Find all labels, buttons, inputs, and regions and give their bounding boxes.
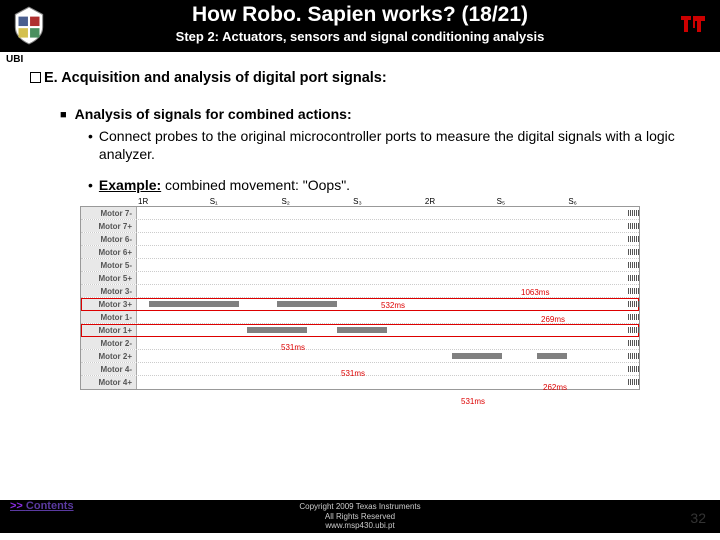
- motor-label: Motor 1-: [81, 311, 137, 323]
- bullet-example: • Example: combined movement: "Oops".: [88, 177, 690, 193]
- tick-marks: [628, 301, 639, 307]
- motor-row: Motor 6-: [81, 233, 639, 246]
- dot-bullet-icon: •: [88, 177, 93, 193]
- tick-marks: [628, 327, 639, 333]
- motor-label: Motor 4+: [81, 376, 137, 389]
- motor-label: Motor 4-: [81, 363, 137, 375]
- signal-track: [137, 246, 639, 258]
- motor-label: Motor 3-: [81, 285, 137, 297]
- chevron-right-icon: >>: [10, 500, 26, 512]
- signal-track: [137, 363, 639, 375]
- signal-track: [137, 233, 639, 245]
- motor-row: Motor 3-: [81, 285, 639, 298]
- tick-marks: [628, 275, 639, 281]
- time-label: 531ms: [341, 369, 365, 378]
- signal-pulse: [337, 327, 387, 333]
- motor-label: Motor 3+: [81, 298, 137, 310]
- tick-marks: [628, 236, 639, 242]
- tick-marks: [628, 366, 639, 372]
- motor-label: Motor 2+: [81, 350, 137, 362]
- motor-row: Motor 5-: [81, 259, 639, 272]
- motor-label: Motor 6-: [81, 233, 137, 245]
- motor-row: Motor 2+: [81, 350, 639, 363]
- motor-label: Motor 7+: [81, 220, 137, 232]
- tick-marks: [628, 314, 639, 320]
- motor-label: Motor 7-: [81, 207, 137, 219]
- signal-pulse: [537, 353, 567, 359]
- signal-track: [137, 285, 639, 297]
- slide-footer: >> Contents Copyright 2009 Texas Instrum…: [0, 500, 720, 540]
- copyright-block: Copyright 2009 Texas Instruments All Rig…: [0, 500, 720, 533]
- timing-rows: 1063ms532ms269ms531ms531ms531ms262ms Mot…: [80, 206, 640, 390]
- time-label: 269ms: [541, 315, 565, 324]
- tick-marks: [628, 288, 639, 294]
- tick-marks: [628, 262, 639, 268]
- tick-marks: [628, 353, 639, 359]
- contents-link[interactable]: >> Contents: [10, 500, 74, 512]
- ubi-label: UBI: [6, 54, 23, 65]
- signal-track: [137, 324, 639, 336]
- time-label: 531ms: [461, 397, 485, 406]
- time-label: 531ms: [281, 343, 305, 352]
- tick-marks: [628, 249, 639, 255]
- motor-row: Motor 5+: [81, 272, 639, 285]
- slide-header: How Robo. Sapien works? (18/21) Step 2: …: [0, 0, 720, 52]
- square-bullet-icon: ■: [60, 106, 67, 124]
- signal-track: [137, 207, 639, 219]
- ti-logo: [676, 8, 712, 44]
- dot-bullet-icon: •: [88, 128, 93, 163]
- section-heading: E. Acquisition and analysis of digital p…: [30, 70, 690, 86]
- timing-diagram: 1RS₁S₂S₃2RS₅S₆ 1063ms 532ms 269ms 531ms 531m…: [80, 197, 640, 390]
- tick-marks: [628, 223, 639, 229]
- crest-logo: [8, 4, 50, 46]
- signal-track: [137, 350, 639, 362]
- motor-row: Motor 7-: [81, 207, 639, 220]
- tick-marks: [628, 210, 639, 216]
- signal-track: [137, 337, 639, 349]
- motor-label: Motor 6+: [81, 246, 137, 258]
- slide-title: How Robo. Sapien works? (18/21): [0, 0, 720, 27]
- tick-marks: [628, 379, 639, 385]
- checkbox-icon: [30, 72, 41, 83]
- motor-row: Motor 6+: [81, 246, 639, 259]
- signal-pulse: [247, 327, 307, 333]
- slide-subtitle: Step 2: Actuators, sensors and signal co…: [0, 29, 720, 44]
- slide-content: E. Acquisition and analysis of digital p…: [0, 52, 720, 390]
- tick-marks: [628, 340, 639, 346]
- signal-track: [137, 220, 639, 232]
- motor-row: Motor 2-: [81, 337, 639, 350]
- signal-pulse: [149, 301, 239, 307]
- bullet-connect: • Connect probes to the original microco…: [88, 128, 690, 163]
- motor-label: Motor 5-: [81, 259, 137, 271]
- time-label: 532ms: [381, 301, 405, 310]
- timing-header: 1RS₁S₂S₃2RS₅S₆: [80, 197, 640, 206]
- signal-track: [137, 272, 639, 284]
- bullet-analysis: ■ Analysis of signals for combined actio…: [60, 106, 690, 124]
- time-label: 1063ms: [521, 288, 549, 297]
- motor-label: Motor 5+: [81, 272, 137, 284]
- signal-track: [137, 259, 639, 271]
- time-label: 262ms: [543, 383, 567, 392]
- motor-label: Motor 1+: [81, 324, 137, 336]
- motor-label: Motor 2-: [81, 337, 137, 349]
- page-number: 32: [690, 510, 706, 526]
- signal-pulse: [452, 353, 502, 359]
- signal-pulse: [277, 301, 337, 307]
- motor-row: Motor 3+: [81, 298, 639, 311]
- motor-row: Motor 7+: [81, 220, 639, 233]
- motor-row: Motor 1+: [81, 324, 639, 337]
